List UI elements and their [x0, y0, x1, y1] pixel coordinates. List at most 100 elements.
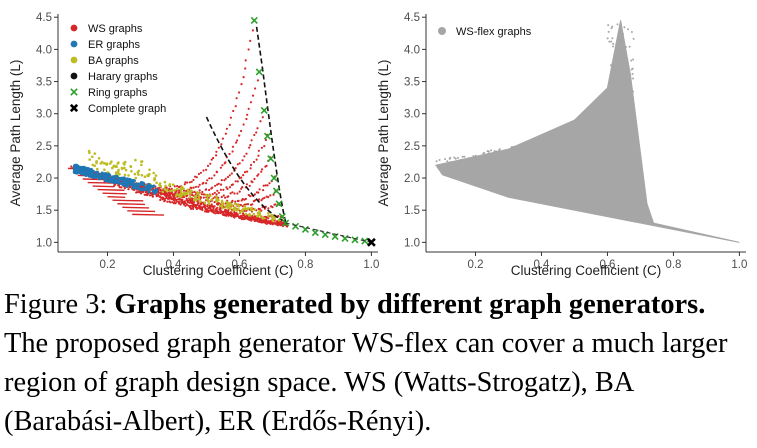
- ws-point: [200, 203, 203, 206]
- ws-point: [229, 116, 232, 119]
- ws-flex-point: [627, 110, 630, 113]
- legend-marker-ws-flex-graphs: [438, 27, 446, 35]
- ws-point: [234, 200, 237, 203]
- ws-point: [261, 116, 264, 119]
- ws-point: [245, 117, 248, 121]
- ba-point: [130, 169, 133, 173]
- ba-point: [99, 162, 103, 165]
- ws-flex-point: [624, 77, 627, 80]
- ws-streak: [92, 185, 115, 188]
- ws-flex-point: [615, 112, 617, 115]
- ws-flex-point: [619, 133, 622, 136]
- ws-point: [242, 174, 245, 177]
- ws-flex-point: [438, 159, 441, 161]
- ba-point: [152, 171, 155, 175]
- ws-point: [214, 212, 217, 215]
- ws-point: [222, 194, 225, 197]
- ba-point: [250, 206, 253, 210]
- er-point: [111, 180, 115, 184]
- ba-point: [257, 214, 261, 217]
- ws-point: [245, 203, 248, 206]
- ws-point: [198, 183, 201, 186]
- ws-point: [146, 194, 149, 197]
- ws-point: [209, 207, 212, 210]
- ws-flex-point: [617, 134, 620, 137]
- ws-streak: [127, 210, 156, 213]
- ws-point: [190, 207, 193, 210]
- ba-point: [163, 180, 167, 184]
- ws-flex-point: [621, 103, 624, 105]
- ws-point: [211, 208, 215, 212]
- legend-label: Harary graphs: [88, 71, 158, 83]
- ws-point: [220, 195, 223, 199]
- ws-point: [206, 205, 209, 208]
- ws-point: [221, 164, 224, 167]
- ws-flex-point: [604, 119, 607, 122]
- x-tick-label: 0.8: [297, 259, 313, 271]
- legend-marker-ba-graphs: [70, 56, 78, 64]
- ws-flex-point: [510, 146, 513, 148]
- ws-point: [258, 208, 261, 211]
- y-tick-label: 2.5: [404, 141, 420, 153]
- ws-point: [234, 167, 237, 170]
- legend-label: WS-flex graphs: [456, 26, 532, 38]
- ws-point: [224, 177, 227, 180]
- ba-point: [134, 176, 138, 180]
- ring-x-stroke: [311, 229, 319, 237]
- ws-point: [238, 190, 241, 193]
- ba-point: [137, 173, 140, 176]
- ws-flex-point: [585, 135, 588, 138]
- ws-point: [249, 144, 252, 147]
- ws-flex-point: [478, 156, 481, 159]
- ws-point: [210, 177, 213, 180]
- ws-flex-point: [617, 52, 619, 54]
- ws-flex-point: [612, 106, 615, 109]
- er-point: [110, 175, 114, 179]
- ba-point: [161, 190, 164, 194]
- ws-point: [225, 186, 228, 189]
- ws-point: [165, 195, 168, 198]
- ws-point: [252, 160, 256, 164]
- legend-marker-ring-graphs: [70, 88, 78, 96]
- er-point: [132, 179, 136, 183]
- ba-point: [93, 152, 97, 155]
- legend-right: WS-flex graphs: [430, 20, 542, 42]
- ws-flex-point: [553, 142, 556, 144]
- ws-flex-point: [615, 95, 618, 98]
- legend-right-box: [430, 20, 542, 42]
- ws-flex-point: [463, 155, 466, 158]
- ba-point: [102, 162, 106, 165]
- ws-point: [238, 162, 241, 165]
- ws-flex-point: [546, 141, 549, 144]
- ba-point: [206, 198, 209, 201]
- ws-streak: [107, 195, 126, 199]
- ring-point: [291, 222, 300, 230]
- ws-point: [223, 179, 226, 182]
- ba-point: [220, 199, 224, 203]
- ws-point: [184, 202, 187, 205]
- ws-flex-point: [615, 135, 618, 138]
- ws-flex-point: [454, 157, 457, 160]
- ws-flex-point: [610, 64, 612, 67]
- ws-flex-scatter-edge: [435, 23, 635, 165]
- ws-flex-point: [616, 77, 619, 80]
- ws-flex-point: [610, 142, 612, 145]
- ba-point: [143, 175, 147, 178]
- figure-caption: Figure 3: Graphs generated by different …: [4, 285, 754, 441]
- ws-point: [198, 204, 201, 207]
- ws-flex-point: [592, 130, 595, 133]
- ws-flex-point: [632, 58, 635, 61]
- ba-point: [225, 200, 228, 204]
- ws-point: [251, 94, 255, 97]
- ws-flex-point: [602, 126, 605, 128]
- er-point: [102, 173, 106, 177]
- ws-point: [231, 145, 235, 148]
- ws-point: [151, 195, 154, 198]
- ws-streak: [117, 203, 146, 206]
- ws-point: [185, 199, 188, 202]
- ws-point: [209, 162, 212, 165]
- ws-streak: [97, 188, 125, 191]
- ring-point: [263, 132, 272, 140]
- ws-point: [175, 200, 178, 203]
- ws-point: [250, 218, 253, 221]
